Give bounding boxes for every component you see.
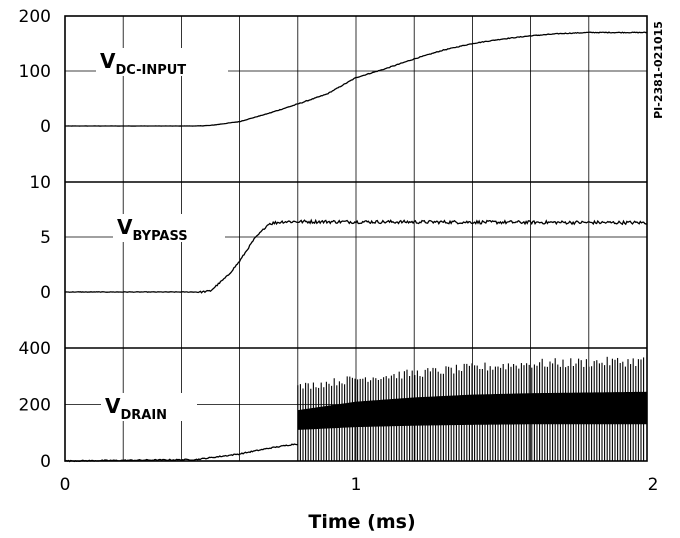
y-tick-label: 10	[29, 173, 51, 193]
figure-code: PI-2381-021015	[652, 21, 665, 119]
trace-drain-band	[297, 391, 647, 430]
x-tick-label: 1	[351, 475, 362, 495]
y-tick-label: 400	[19, 339, 51, 359]
series-label: VDC-INPUT	[100, 49, 186, 78]
y-tick-label: 100	[19, 62, 51, 82]
series-label-bg	[101, 393, 197, 421]
y-tick-label: 0	[40, 452, 51, 472]
series-label-bg	[96, 48, 228, 76]
labels: 2001000VDC-INPUT1050VBYPASS4002000VDRAIN…	[19, 7, 659, 495]
series-label: VDRAIN	[105, 394, 167, 423]
trace-bypass	[64, 218, 648, 294]
series-label: VBYPASS	[117, 215, 188, 244]
plot-frame	[64, 15, 648, 462]
series-label-bg	[113, 214, 225, 242]
y-tick-label: 200	[19, 396, 51, 416]
y-tick-label: 0	[40, 117, 51, 137]
x-axis-label: Time (ms)	[308, 511, 415, 533]
trace-dc-input	[64, 31, 648, 127]
x-tick-label: 0	[60, 475, 71, 495]
x-tick-label: 2	[648, 475, 659, 495]
y-tick-label: 0	[40, 283, 51, 303]
traces	[64, 31, 648, 463]
plot-border	[64, 15, 648, 462]
y-tick-label: 5	[40, 228, 51, 248]
y-tick-label: 200	[19, 7, 51, 27]
